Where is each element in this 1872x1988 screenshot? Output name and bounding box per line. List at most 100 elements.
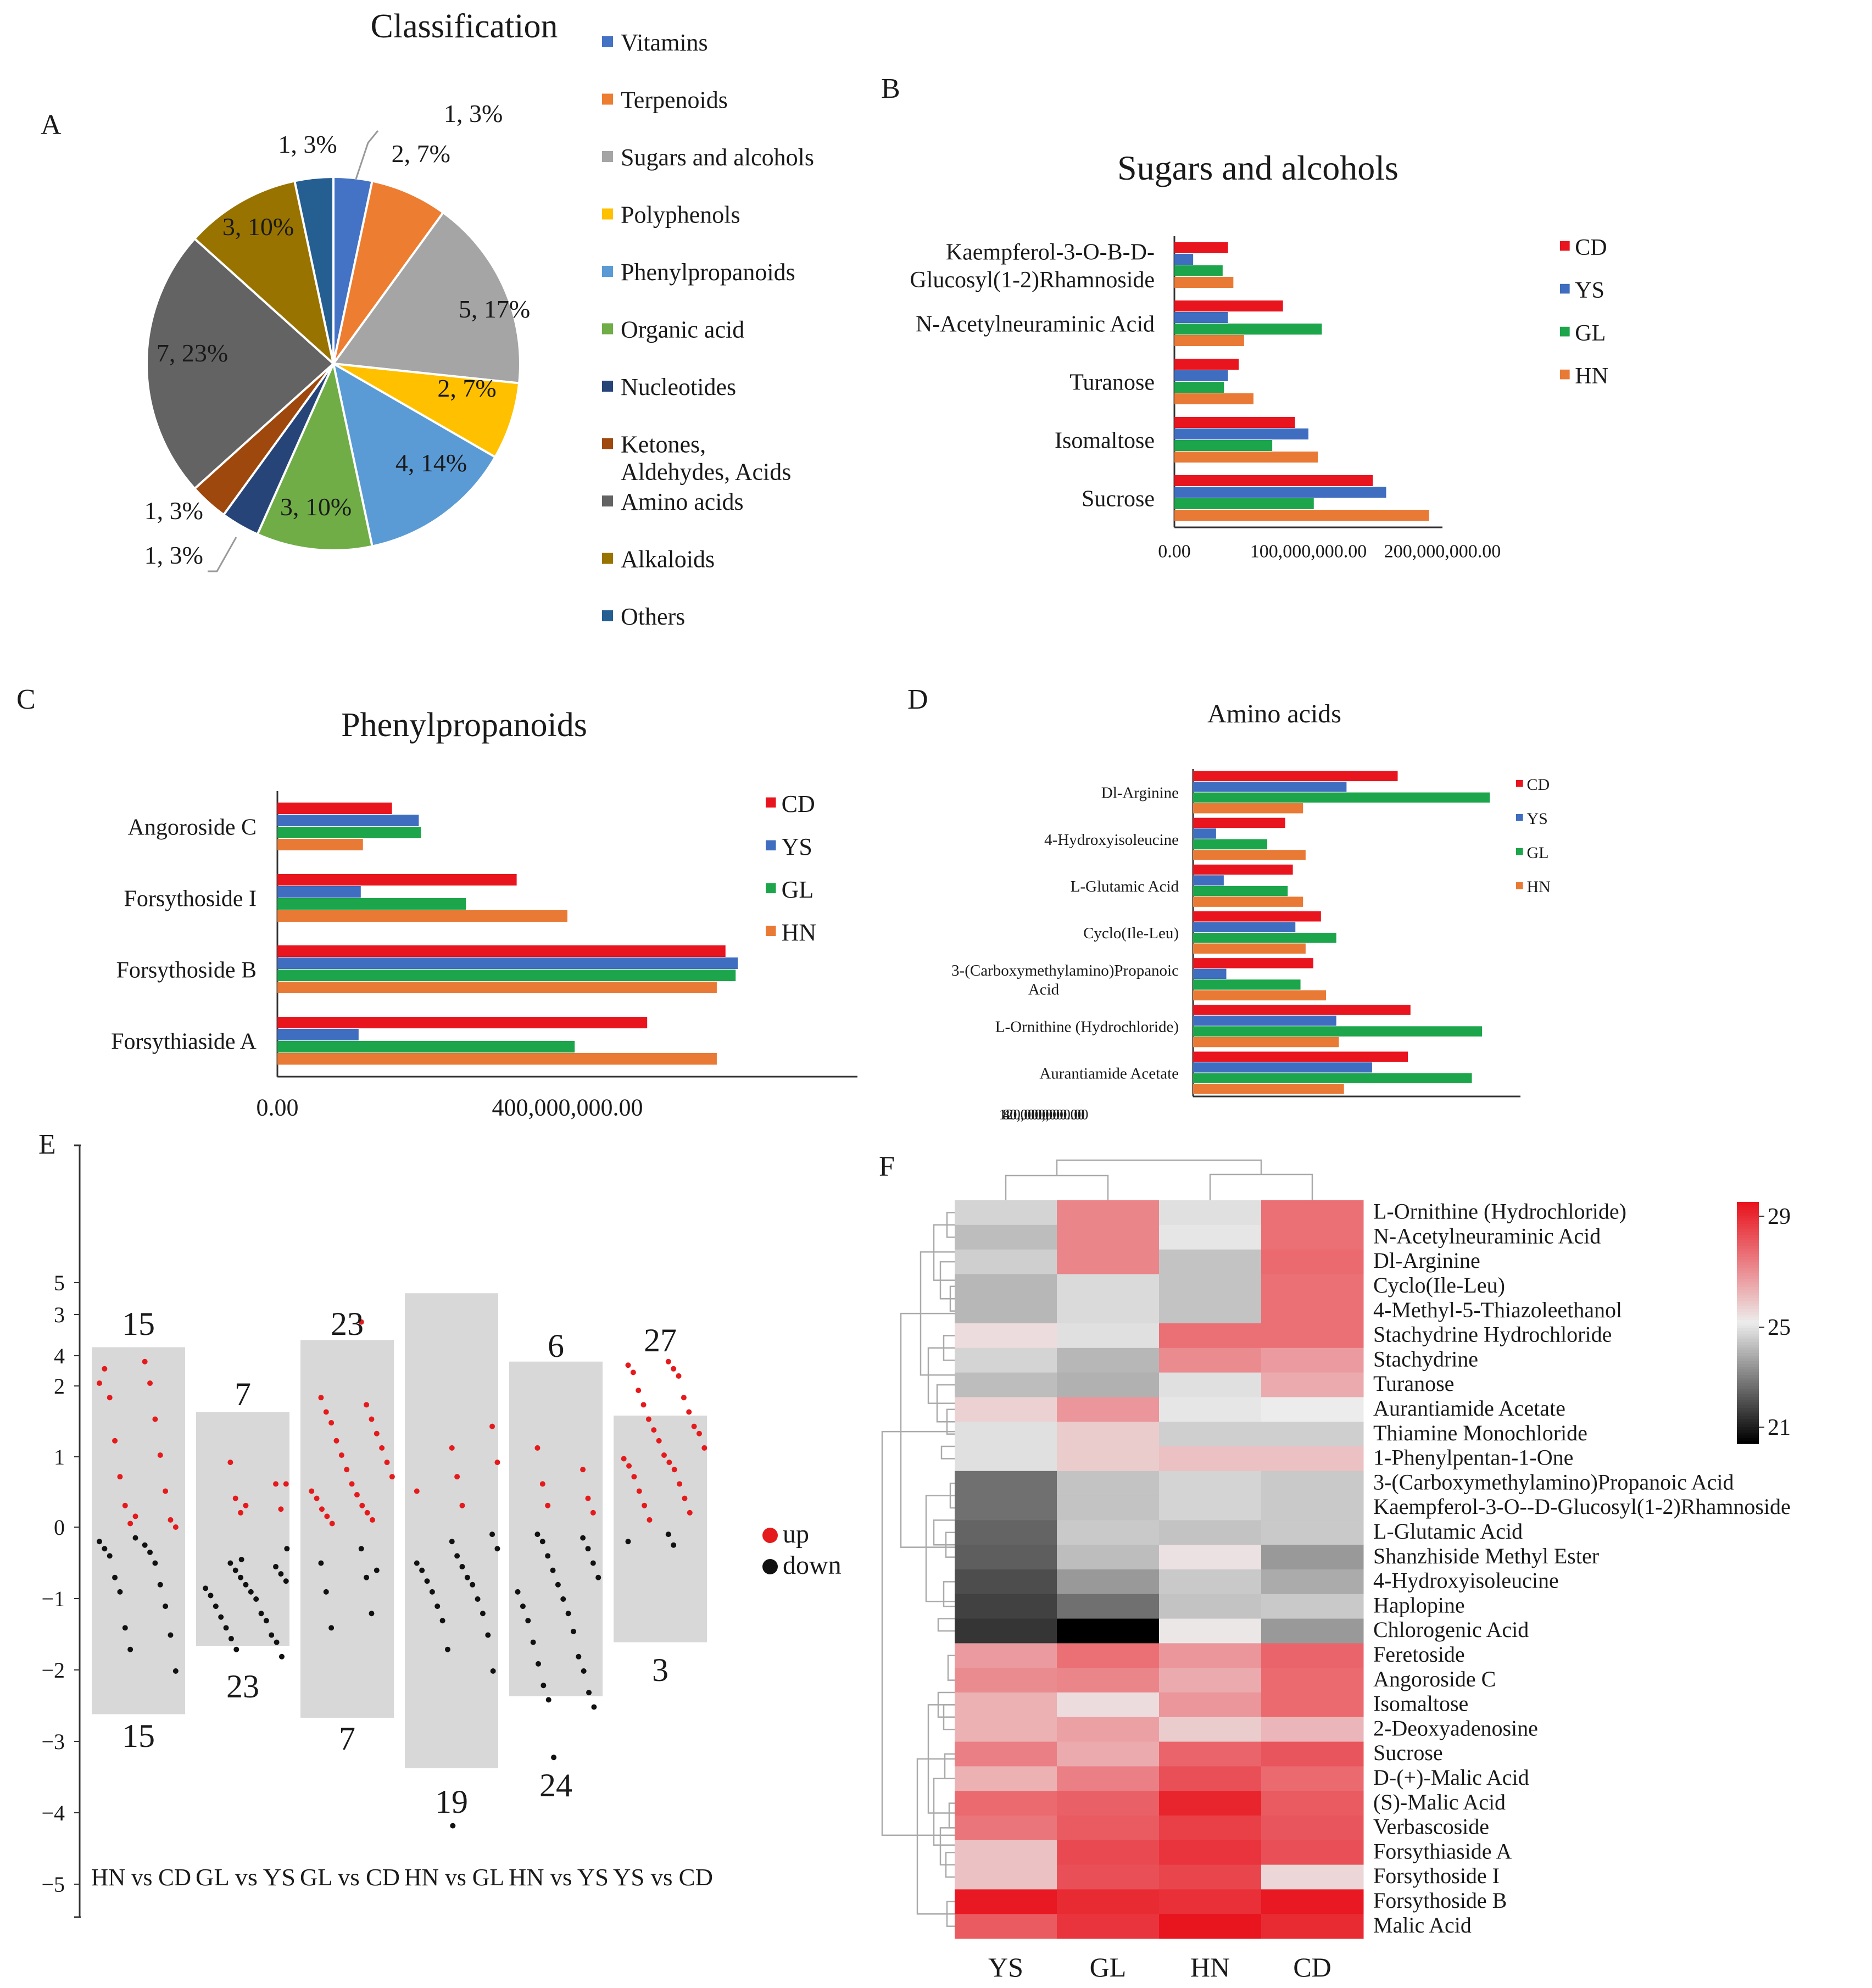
legend-label: HN [782, 919, 817, 946]
heatmap-cell [1159, 1422, 1262, 1447]
up-point [243, 1502, 249, 1508]
down-point [489, 1532, 495, 1538]
up-point [369, 1416, 375, 1422]
legend-label: HN [1527, 878, 1551, 896]
bar-ys [1193, 875, 1224, 886]
heatmap-cell [955, 1372, 1057, 1397]
bar-ys [1193, 1015, 1336, 1026]
heatmap-cell [1057, 1224, 1160, 1250]
up-point [107, 1395, 113, 1401]
heatmap-cell [1261, 1323, 1364, 1349]
bar-hn [1193, 803, 1303, 814]
bar-gl [1193, 979, 1301, 990]
group-label: YS vs CD [613, 1864, 713, 1891]
up-point [449, 1445, 455, 1451]
heatmap-cell [955, 1791, 1057, 1816]
down-point [269, 1632, 275, 1638]
bar-hn [1174, 393, 1253, 404]
colorbar-segment [1737, 1295, 1759, 1299]
down-point [323, 1589, 329, 1595]
colorbar-segment [1737, 1309, 1759, 1312]
colorbar-segment [1737, 1312, 1759, 1315]
up-point [677, 1481, 683, 1487]
down-point [530, 1639, 536, 1645]
panel-f: F L-Ornithine (Hydrochloride)N-Acetylneu… [879, 1151, 1791, 1983]
up-point [328, 1420, 335, 1426]
row-dendrogram [916, 1758, 955, 1915]
legend-swatch [602, 495, 613, 506]
column-dendrogram [1056, 1159, 1262, 1176]
up-point [621, 1456, 627, 1462]
up-point [665, 1358, 671, 1365]
x-tick-label: 100,000,000.00 [1250, 541, 1367, 561]
heatmap-cell [1159, 1741, 1262, 1767]
colorbar-segment [1737, 1328, 1759, 1332]
down-point [541, 1683, 547, 1689]
down-point [595, 1574, 601, 1580]
panel-c: C Phenylpropanoids Angoroside C Forsythos… [16, 684, 857, 1121]
heatmap-row-label: L-Ornithine (Hydrochloride) [1373, 1199, 1626, 1224]
heatmap-cell [1261, 1618, 1364, 1644]
legend-label: CD [782, 790, 815, 817]
group-box [405, 1293, 498, 1768]
up-point [676, 1373, 682, 1379]
down-point [454, 1553, 460, 1559]
up-point [682, 1495, 688, 1501]
heatmap-cell [1261, 1668, 1364, 1693]
down-point [439, 1618, 445, 1624]
category-label: Sucrose [1082, 487, 1155, 512]
colorbar-segment [1737, 1315, 1759, 1318]
bar-ys [1174, 370, 1228, 381]
heatmap-cell [955, 1495, 1057, 1521]
heatmap-column-label: HN [1190, 1952, 1230, 1983]
colorbar-segment [1737, 1408, 1759, 1411]
bar-ys [1193, 922, 1296, 932]
bar-ys [1174, 312, 1228, 323]
heatmap-row-label: Kaempferol-3-O--D-Glucosyl(1-2)Rhamnosid… [1373, 1494, 1791, 1519]
down-point [232, 1567, 238, 1573]
colorbar-segment [1737, 1372, 1759, 1376]
heatmap-row-label: Isomaltose [1373, 1691, 1468, 1716]
heatmap-cell [955, 1766, 1057, 1791]
colorbar-segment [1737, 1232, 1759, 1235]
heatmap-row-label: 4-Hydroxyisoleucine [1373, 1568, 1559, 1593]
heatmap-cell [1057, 1864, 1160, 1890]
pie-slice-phenylpropanoids [332, 361, 497, 548]
colorbar-segment [1737, 1430, 1759, 1433]
heatmap-cell [1159, 1914, 1262, 1939]
category-label: Forsythiaside A [111, 1029, 257, 1055]
group-label: HN vs GL [404, 1864, 504, 1891]
sugars-chart-title: Sugars and alcohols [1117, 148, 1399, 187]
up-point [323, 1409, 329, 1415]
colorbar-segment [1737, 1265, 1759, 1268]
group-box [196, 1412, 289, 1646]
pie-slice-sugars-and-alcohols [331, 211, 521, 385]
heatmap-cell [955, 1668, 1057, 1693]
heatmap-cell [1261, 1224, 1364, 1250]
heatmap-row-label: Stachydrine [1373, 1346, 1478, 1371]
colorbar-segment [1737, 1350, 1759, 1354]
heatmap-cell [1261, 1397, 1364, 1422]
heatmap-row-label: Chlorogenic Acid [1373, 1617, 1529, 1642]
heatmap-cell [1057, 1594, 1160, 1619]
pie-data-label: 2, 7% [437, 374, 496, 402]
up-point [651, 1427, 657, 1433]
up-point [157, 1452, 163, 1458]
legend-label: Organic acid [621, 316, 744, 343]
down-count-label: 7 [339, 1720, 355, 1757]
bar-cd [1174, 417, 1295, 428]
pie-slice-alkaloids [193, 180, 336, 367]
pie-data-label: 1, 3% [444, 99, 503, 127]
down-count-label: 19 [435, 1784, 468, 1820]
up-point [671, 1467, 677, 1473]
up-point [318, 1395, 324, 1401]
y-tick-label: −3 [41, 1729, 65, 1754]
down-point [585, 1546, 591, 1552]
up-point [630, 1369, 636, 1376]
down-point [227, 1560, 233, 1566]
heatmap-cell [1261, 1889, 1364, 1914]
up-point [539, 1481, 545, 1487]
colorbar-segment [1737, 1433, 1759, 1436]
up-point [585, 1495, 591, 1501]
